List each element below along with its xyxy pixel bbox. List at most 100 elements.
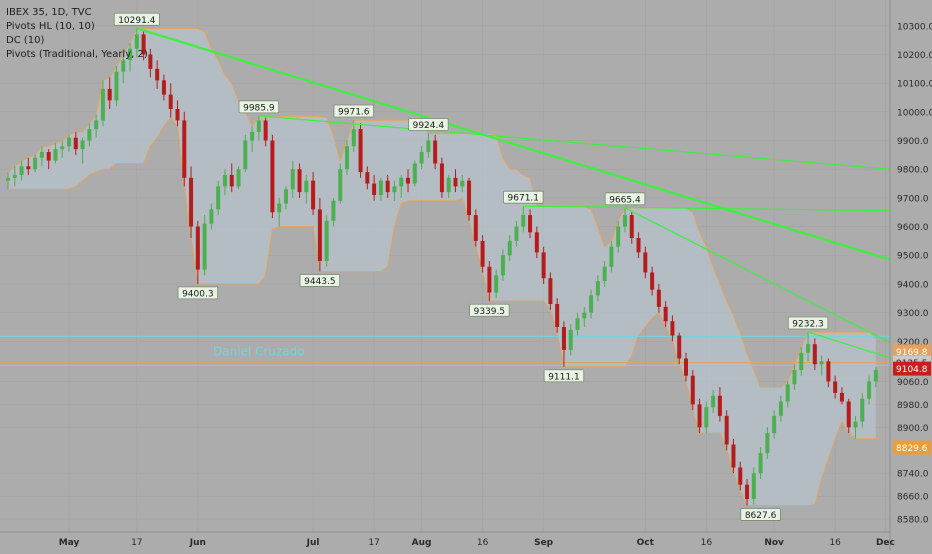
candle-body	[867, 381, 872, 399]
candle-body	[745, 484, 750, 500]
candle-body	[636, 238, 641, 253]
candle-body	[507, 240, 512, 256]
x-tick-label: Jul	[306, 538, 320, 548]
x-tick-label: 17	[368, 538, 379, 548]
candle-body	[46, 152, 51, 161]
candle-body	[812, 344, 817, 365]
candle-body	[480, 240, 485, 267]
x-tick-label: May	[59, 538, 80, 548]
pivot-label-box	[740, 508, 781, 521]
price-badge-support	[893, 440, 931, 455]
y-tick-label: 9800.0	[897, 166, 929, 176]
candle-body	[643, 252, 648, 273]
pivot-label-box	[503, 190, 544, 204]
candle-body	[467, 180, 472, 216]
candle-body	[6, 177, 10, 181]
candle-body	[670, 321, 675, 336]
pivot-label-box	[333, 104, 374, 118]
candle-body	[873, 369, 878, 382]
x-axis: May 17 Jun Jul 17 Aug 16 Sep Oct 16 Nov 16 Dec	[0, 531, 895, 548]
trend-line	[523, 205, 932, 212]
candle-body	[656, 289, 661, 307]
candle-body	[19, 166, 24, 175]
x-tick-label: Oct	[637, 538, 655, 548]
candle-body	[270, 140, 275, 213]
candle-body	[331, 200, 336, 221]
candle-body	[595, 281, 600, 296]
candle-body	[582, 312, 587, 319]
candle-body	[412, 163, 417, 184]
candle-body	[650, 272, 655, 290]
y-tick-label: 10200.0	[897, 51, 932, 61]
candle-body	[128, 48, 133, 61]
candle-body	[575, 318, 580, 330]
candle-body	[67, 137, 72, 147]
candle-body	[609, 246, 614, 267]
candle-body	[717, 395, 722, 416]
y-tick-label: 8580.0	[897, 516, 929, 526]
candle-body	[724, 415, 729, 445]
price-badge-level	[893, 344, 931, 359]
y-tick-label: 10300.0	[897, 22, 932, 32]
candle-body	[12, 174, 17, 178]
candle-body	[290, 169, 295, 190]
channel-fill	[8, 28, 876, 506]
x-tick-label: 16	[829, 538, 841, 548]
candle-body	[317, 209, 322, 261]
y-tick-label: 9500.0	[897, 252, 929, 262]
candle-body	[446, 177, 451, 193]
candle-body	[168, 94, 173, 109]
price-badge-last	[893, 361, 931, 376]
pivot-label-text: 9924.4	[413, 121, 445, 131]
pivot-label-text: 9671.1	[508, 194, 540, 204]
pivot-label-box	[408, 118, 449, 131]
legend-item-symbol: IBEX 35, 1D, TVC	[6, 7, 92, 18]
x-tick-label: Aug	[412, 538, 432, 548]
y-tick-label: 9400.0	[897, 280, 929, 290]
candle-body	[751, 473, 756, 500]
candle-body	[690, 375, 695, 405]
candle-body	[121, 60, 126, 72]
candle-body	[53, 149, 58, 161]
candle-body	[100, 88, 105, 121]
y-tick-label: 8740.0	[897, 470, 929, 480]
candle-body	[33, 157, 38, 170]
candle-body	[161, 80, 166, 95]
candle-body	[222, 174, 227, 187]
candle-body	[365, 172, 370, 184]
candle-body	[758, 453, 763, 474]
trend-line	[136, 27, 932, 274]
candle-body	[684, 358, 688, 376]
pivot-labels: 10291.4 9985.9 9971.6 9924.4 9671.1 9665.4 923…	[113, 12, 829, 521]
y-axis: 10300.0 10200.0 10100.0 10000.0 9900.0 9800.0…	[889, 0, 932, 550]
candle-body	[473, 215, 478, 241]
candle-body	[629, 215, 634, 239]
candle-body	[324, 220, 329, 261]
candle-body	[494, 275, 499, 293]
y-tick-label: 9300.0	[897, 309, 929, 319]
pivot-label-text: 9443.5	[304, 277, 336, 287]
candle-body	[243, 140, 248, 170]
pivot-label-text: 10291.4	[118, 16, 155, 26]
candle-body	[399, 177, 404, 187]
price-badge-support-text: 8829.6	[896, 444, 928, 454]
candle-body	[175, 108, 180, 121]
pivot-label-text: 8627.6	[745, 511, 777, 521]
x-tick-label: Nov	[764, 538, 784, 548]
y-tick-label: 9060.0	[897, 378, 929, 388]
candle-body	[622, 215, 627, 227]
candle-body	[704, 407, 709, 428]
candle-body	[555, 304, 560, 327]
candle-body	[256, 120, 261, 132]
candle-body	[94, 120, 99, 130]
candle-body	[697, 404, 702, 428]
candle-body	[772, 415, 777, 434]
y-tick-label: 9200.0	[897, 338, 929, 348]
channel-lower	[8, 116, 876, 507]
y-tick-label: 9600.0	[897, 223, 929, 233]
candle-body	[528, 215, 533, 233]
pivot-label-text: 9665.4	[609, 195, 641, 205]
pivot-label-text: 9400.3	[182, 289, 214, 299]
candle-body	[548, 278, 553, 304]
